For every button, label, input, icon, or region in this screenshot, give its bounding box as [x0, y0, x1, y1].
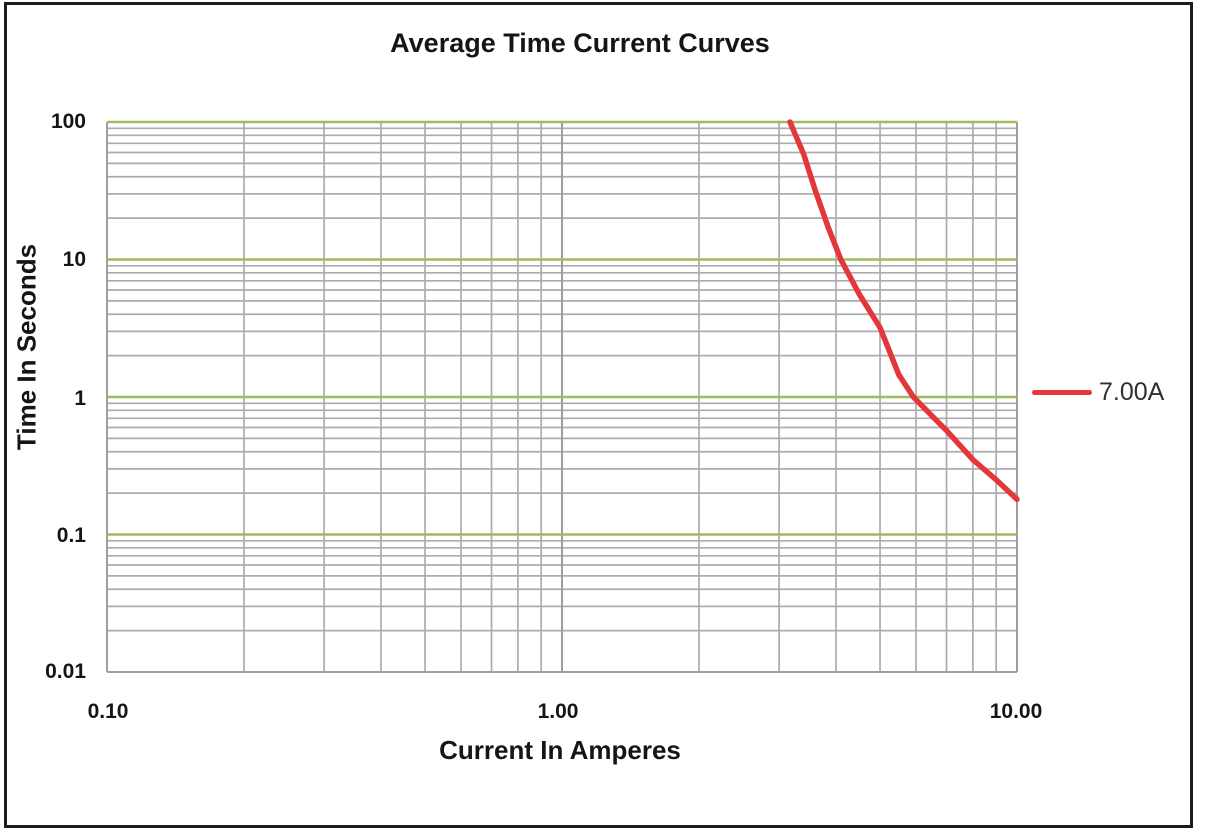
x-tick-0-10: 0.10 [87, 700, 129, 723]
y-tick-100: 100 [50, 110, 86, 133]
x-tick-10-00: 10.00 [989, 700, 1043, 723]
legend-line-swatch [1032, 390, 1092, 395]
y-tick-10: 10 [62, 248, 86, 271]
chart-title: Average Time Current Curves [390, 28, 770, 58]
x-tick-1-00: 1.00 [537, 700, 579, 723]
y-tick-0-01: 0.01 [45, 660, 86, 683]
y-tick-1: 1 [74, 387, 86, 410]
x-axis-title: Current In Amperes [439, 735, 681, 765]
y-axis-title: Time In Seconds [11, 243, 42, 451]
y-tick-0-1: 0.1 [56, 524, 86, 547]
legend-series-label: 7.00A [1099, 378, 1165, 406]
chart-border-frame [4, 2, 1193, 828]
